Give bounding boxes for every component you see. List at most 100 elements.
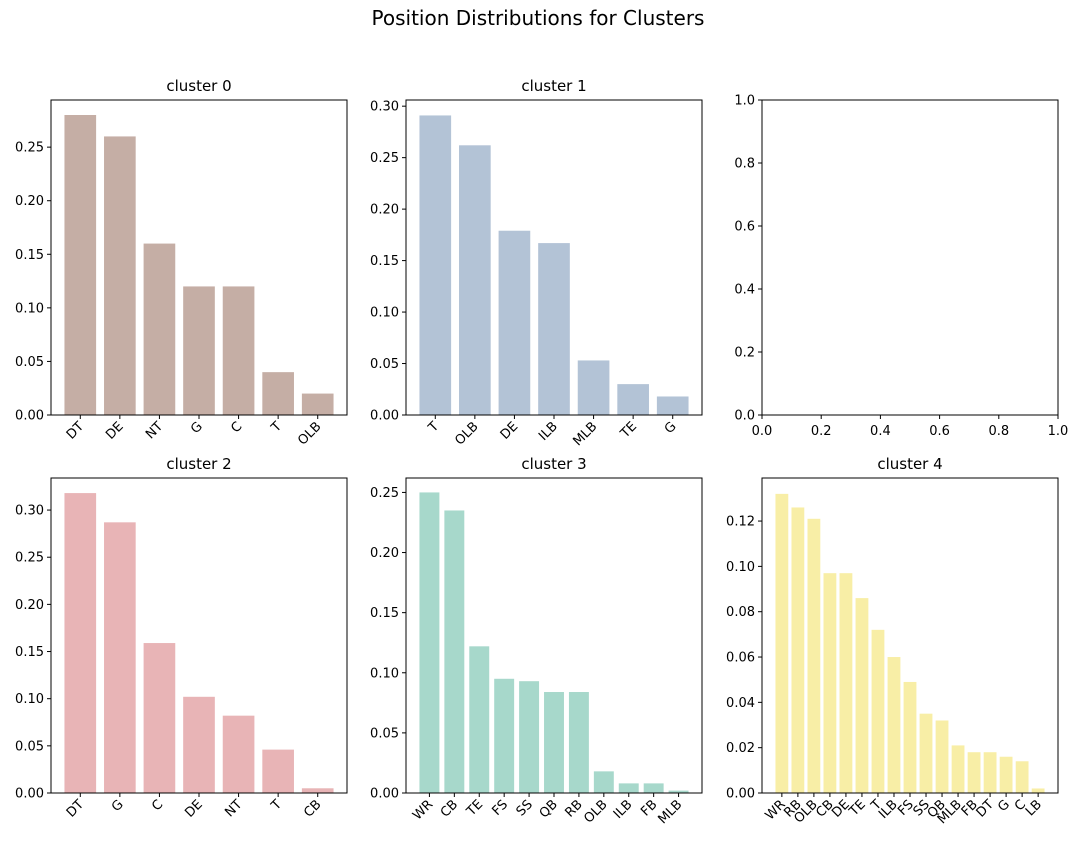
bar-de xyxy=(104,136,136,415)
axes-frame xyxy=(405,99,703,416)
subplot-title: cluster 4 xyxy=(877,455,942,473)
subplot-0: cluster 0 0.00 0.05 0.10 0.15 0.20 0.25 DT DE NT G… xyxy=(15,77,348,449)
figure-title: Position Distributions for Clusters xyxy=(372,6,705,30)
y-tick-label: 0.10 xyxy=(15,692,44,707)
x-tick-label: CB xyxy=(438,797,461,820)
bar-mlb xyxy=(951,745,965,793)
bar-ilb xyxy=(618,783,639,793)
subplot-grid: cluster 0 0.00 0.05 0.10 0.15 0.20 0.25 DT DE NT G… xyxy=(15,77,1068,827)
bar-fs xyxy=(494,678,515,793)
bar-t xyxy=(871,629,885,793)
y-tick-label: 0.05 xyxy=(15,739,44,754)
y-tick-label: 0.10 xyxy=(726,560,755,575)
x-tick-label: NT xyxy=(143,419,166,442)
bar-te xyxy=(855,598,869,793)
bar-fs xyxy=(903,681,917,793)
x-tick-label: 1.0 xyxy=(1048,424,1069,439)
bar-c xyxy=(143,643,176,793)
bar-dt xyxy=(64,115,97,415)
x-tick-label: 0.0 xyxy=(752,424,773,439)
subplot-title: cluster 1 xyxy=(521,77,586,95)
x-tick-label: MLB xyxy=(570,419,600,449)
x-tick-label: WR xyxy=(410,797,436,823)
y-tick-label: 0.20 xyxy=(15,194,44,209)
y-tick-label: 0.15 xyxy=(370,254,399,269)
x-tick-label: OLB xyxy=(295,419,324,448)
bar-de xyxy=(498,230,531,415)
bar-g xyxy=(104,522,136,793)
bar-nt xyxy=(143,243,176,415)
y-tick-label: 0.20 xyxy=(15,598,44,613)
y-tick-label: 0.05 xyxy=(15,355,44,370)
y-tick-label: 0.8 xyxy=(734,157,755,172)
bar-t xyxy=(262,372,294,415)
bar-te xyxy=(617,384,649,415)
y-tick-label: 0.00 xyxy=(370,409,399,424)
y-tick-label: 0.25 xyxy=(15,141,44,156)
y-tick-label: 0.20 xyxy=(370,203,399,218)
bar-cb xyxy=(301,788,334,793)
bar-olb xyxy=(593,771,614,793)
y-tick-label: 0.05 xyxy=(370,357,399,372)
x-tick-label: T xyxy=(268,419,285,436)
subplot-1: cluster 1 0.00 0.05 0.10 0.15 0.20 0.25 0.30 T OL… xyxy=(370,77,703,449)
y-tick-label: 0.4 xyxy=(734,283,755,298)
x-tick-label: DE xyxy=(182,797,206,821)
x-tick-label: DE xyxy=(103,419,127,443)
y-tick-label: 0.10 xyxy=(370,306,399,321)
bar-t xyxy=(262,749,294,793)
y-tick-label: 0.00 xyxy=(15,787,44,802)
y-tick-label: 0.00 xyxy=(15,409,44,424)
y-tick-label: 0.00 xyxy=(726,787,755,802)
bar-olb xyxy=(301,393,334,415)
x-tick-label: FS xyxy=(489,797,511,819)
y-tick-label: 0.06 xyxy=(726,651,755,666)
y-tick-label: 0.15 xyxy=(370,606,399,621)
x-tick-label: LB xyxy=(1023,797,1045,819)
bar-nt xyxy=(222,715,255,793)
y-tick-label: 0.04 xyxy=(726,696,755,711)
subplot-4: cluster 3 0.00 0.05 0.10 0.15 0.20 0.25 WR CB TE F… xyxy=(370,455,703,827)
y-tick-label: 0.25 xyxy=(15,551,44,566)
bar-cb xyxy=(444,510,465,793)
x-tick-label: G xyxy=(109,797,127,815)
bar-te xyxy=(469,646,490,793)
x-tick-label: G xyxy=(662,419,680,437)
bar-rb xyxy=(791,507,805,793)
subplot-5: cluster 40.000.020.040.060.080.100.12WRR… xyxy=(726,455,1059,827)
axes-frame xyxy=(405,477,703,794)
y-tick-label: 0.08 xyxy=(726,605,755,620)
y-tick-label: 0.12 xyxy=(726,515,755,530)
x-tick-label: ILB xyxy=(611,797,636,822)
bar-rb xyxy=(568,692,589,793)
bar-ilb xyxy=(887,657,901,793)
bar-de xyxy=(183,696,215,793)
bar-qb xyxy=(935,720,949,793)
bar-dt xyxy=(983,752,997,793)
x-tick-label: G xyxy=(188,419,206,437)
y-tick-label: 0.00 xyxy=(370,787,399,802)
y-tick-label: 0.6 xyxy=(734,220,755,235)
bar-qb xyxy=(544,692,564,793)
y-tick-label: 1.0 xyxy=(734,94,755,109)
axes-frame xyxy=(761,477,1059,794)
x-tick-label: C xyxy=(149,797,166,814)
x-tick-label: DT xyxy=(64,419,87,442)
bar-ss xyxy=(519,681,540,793)
x-tick-label: NT xyxy=(222,797,245,820)
bar-fb xyxy=(967,752,981,793)
y-tick-label: 0.25 xyxy=(370,151,399,166)
bar-ss xyxy=(919,713,933,793)
x-tick-label: SS xyxy=(514,797,536,819)
x-tick-label: OLB xyxy=(581,797,610,826)
axes-frame xyxy=(50,477,348,794)
x-tick-label: ILB xyxy=(536,419,561,444)
x-tick-label: T xyxy=(425,419,442,436)
bar-g xyxy=(999,756,1013,793)
bar-g xyxy=(656,396,689,415)
x-tick-label: QB xyxy=(537,797,561,821)
y-tick-label: 0.20 xyxy=(370,546,399,561)
bar-olb xyxy=(807,518,821,793)
x-tick-label: TE xyxy=(617,419,640,442)
